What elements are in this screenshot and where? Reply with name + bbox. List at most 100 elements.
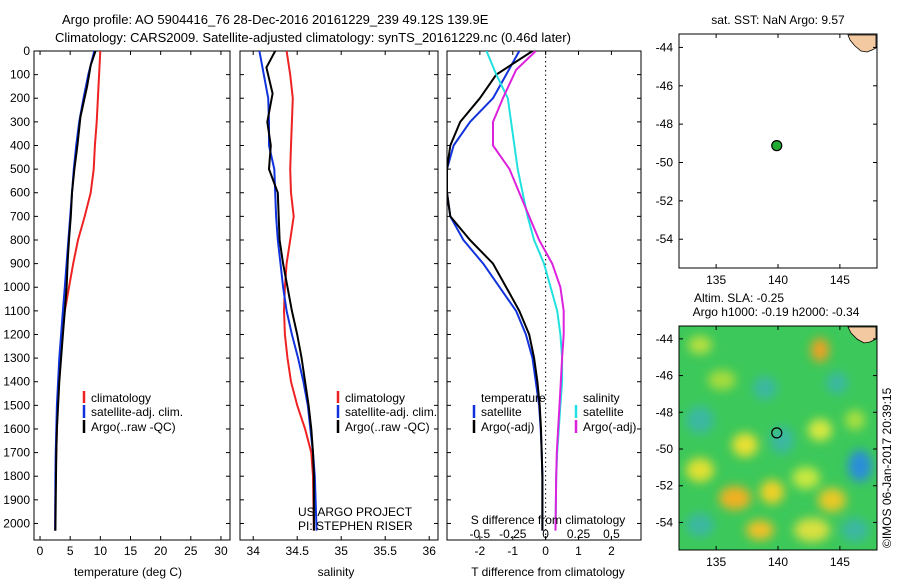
series-line-t-argo-adj xyxy=(447,51,544,531)
imos-timestamp: ©IMOS 06-Jan-2017 20:39:15 xyxy=(880,387,894,548)
x-tick-label: 20 xyxy=(154,544,168,558)
lat-tick-label: -52 xyxy=(656,479,674,493)
series-line-argo-raw-qc xyxy=(265,51,315,531)
lon-tick-label: 140 xyxy=(768,555,788,569)
sla-map-subtitle: Argo h1000: -0.19 h2000: -0.34 xyxy=(693,305,860,319)
lat-tick-label: -48 xyxy=(656,117,674,131)
x-tick-label: -2 xyxy=(475,544,486,558)
figure-title-line2: Climatology: CARS2009. Satellite-adjuste… xyxy=(55,30,571,45)
depth-tick-label: 0 xyxy=(23,44,30,58)
x-tick-label: 25 xyxy=(184,544,198,558)
difference-axes-frame xyxy=(446,50,642,541)
lon-tick-label: 145 xyxy=(830,273,850,287)
project-annotation: US ARGO PROJECT xyxy=(298,505,413,519)
lat-tick-label: -46 xyxy=(656,369,674,383)
lon-tick-label: 135 xyxy=(706,555,726,569)
x-tick-label: 0 xyxy=(542,544,549,558)
float-location-marker xyxy=(771,140,783,152)
series-line-climatology xyxy=(54,51,102,531)
sst-coastline xyxy=(847,34,877,53)
t-difference-x-axis: -2 -1 0 1 2 xyxy=(475,51,615,558)
salinity-legend: climatology satellite-adj. clim. Argo(..… xyxy=(336,391,437,434)
series-line-s-satellite xyxy=(485,51,564,531)
depth-tick-label: 2000 xyxy=(3,516,30,530)
x-tick-label: 1 xyxy=(575,544,582,558)
legend-argo-raw: Argo(..raw -QC) xyxy=(91,420,176,434)
x-tick-label: 10 xyxy=(94,544,108,558)
legend-satellite-adj: satellite-adj. clim. xyxy=(345,405,437,419)
salinity-diff-legend: salinity satellite Argo(-adj) xyxy=(574,391,636,434)
s-difference-tick-label: 0.25 xyxy=(567,527,591,541)
depth-tick-label: 1000 xyxy=(3,280,30,294)
salinity-xlabel: salinity xyxy=(318,565,355,579)
x-tick-label: 5 xyxy=(67,544,74,558)
lat-tick-label: -50 xyxy=(656,156,674,170)
depth-tick-label: 1900 xyxy=(3,493,30,507)
salinity-panel: 34 34.5 35 35.5 36 salinity climatology sate… xyxy=(239,50,439,579)
t-difference-xlabel: T difference from climatology xyxy=(471,565,625,579)
x-tick-label: 2 xyxy=(608,544,615,558)
s-difference-tick-label: 0 xyxy=(542,527,549,541)
depth-tick-label: 1800 xyxy=(3,469,30,483)
x-tick-label: 35.5 xyxy=(374,544,398,558)
temperature-diff-legend: temperature satellite Argo(-adj) xyxy=(472,391,546,434)
depth-tick-label: 500 xyxy=(10,162,30,176)
legend-t-satellite: satellite xyxy=(481,405,522,419)
series-line-satellite-adj-clim xyxy=(54,51,96,531)
legend-climatology: climatology xyxy=(345,391,405,405)
depth-tick-label: 600 xyxy=(10,186,30,200)
depth-tick-label: 1500 xyxy=(3,398,30,412)
legend-t-argo-adj: Argo(-adj) xyxy=(481,420,534,434)
legend-climatology: climatology xyxy=(91,391,151,405)
depth-tick-label: 700 xyxy=(10,209,30,223)
figure-title-line1: Argo profile: AO 5904416_76 28-Dec-2016 … xyxy=(62,12,489,27)
x-tick-label: 34.5 xyxy=(286,544,310,558)
salinity-axes-frame xyxy=(239,50,439,541)
legend-satellite-adj: satellite-adj. clim. xyxy=(91,405,183,419)
depth-tick-label: 1400 xyxy=(3,375,30,389)
temperature-panel: 0100200300400500600700800900100011001200… xyxy=(3,44,231,579)
series-line-argo-raw-qc xyxy=(54,51,97,531)
depth-tick-label: 1600 xyxy=(3,422,30,436)
sla-map-title: Altim. SLA: -0.25 xyxy=(694,291,784,305)
s-difference-tick-label: -0.5 xyxy=(470,527,491,541)
depth-tick-label: 1700 xyxy=(3,446,30,460)
salinity-x-axis: 34 34.5 35 35.5 36 xyxy=(247,51,437,558)
lon-tick-label: 145 xyxy=(830,555,850,569)
lat-tick-label: -54 xyxy=(656,515,674,529)
sst-map-panel: sat. SST: NaN Argo: 9.57 135 140 145 -44 -46… xyxy=(656,13,878,287)
s-difference-tick-label: -0.25 xyxy=(499,527,527,541)
legend-temperature-heading: temperature xyxy=(481,391,546,405)
depth-tick-label: 200 xyxy=(10,91,30,105)
temperature-legend: climatology satellite-adj. clim. Argo(..… xyxy=(82,391,183,434)
legend-argo-raw: Argo(..raw -QC) xyxy=(345,420,430,434)
lat-tick-label: -44 xyxy=(656,332,674,346)
pi-annotation: PI: STEPHEN RISER xyxy=(298,519,413,533)
legend-s-argo-adj: Argo(-adj) xyxy=(583,420,636,434)
series-line-s-argo-adj xyxy=(492,51,565,531)
depth-tick-label: 400 xyxy=(10,138,30,152)
sla-map-panel: Altim. SLA: -0.25 Argo h1000: -0.19 h200… xyxy=(656,291,878,569)
depth-tick-label: 1100 xyxy=(4,304,30,318)
lat-tick-label: -50 xyxy=(656,442,674,456)
x-tick-label: 36 xyxy=(423,544,437,558)
depth-tick-label: 1300 xyxy=(3,351,30,365)
lon-tick-label: 135 xyxy=(706,273,726,287)
lat-tick-label: -44 xyxy=(656,40,674,54)
temperature-xlabel: temperature (deg C) xyxy=(74,565,182,579)
legend-salinity-heading: salinity xyxy=(583,391,620,405)
depth-axis: 0 100 200 300 400 500 600 700 800 900 1000 1100 1200… xyxy=(3,44,230,530)
lat-tick-label: -46 xyxy=(656,79,674,93)
s-difference-label: S difference from climatology xyxy=(471,513,626,527)
sla-coastline xyxy=(847,326,877,344)
sst-map-title: sat. SST: NaN Argo: 9.57 xyxy=(711,13,845,27)
s-difference-x-axis: -0.5 -0.25 0 0.25 0.5 xyxy=(470,527,621,541)
temperature-x-axis: 0 5 10 15 20 25 30 xyxy=(37,51,228,558)
depth-tick-label: 800 xyxy=(10,233,30,247)
x-tick-label: 0 xyxy=(37,544,44,558)
x-tick-label: 35 xyxy=(335,544,349,558)
x-tick-label: -1 xyxy=(507,544,518,558)
x-tick-label: 30 xyxy=(214,544,228,558)
lon-tick-label: 140 xyxy=(768,273,788,287)
